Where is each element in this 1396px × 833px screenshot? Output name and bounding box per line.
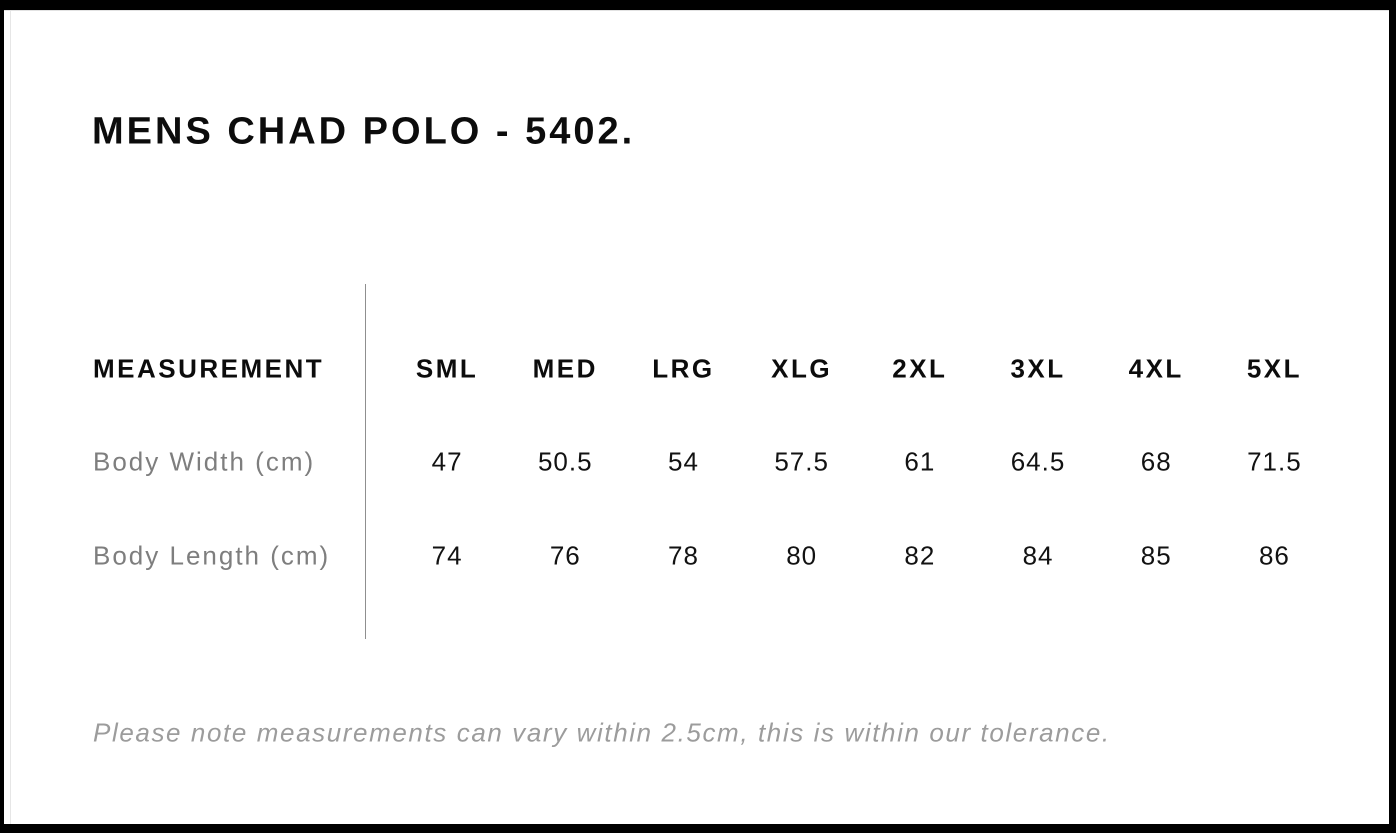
row-label: Body Width (cm) xyxy=(93,446,316,477)
table-header-row: MEASUREMENT SML MED LRG XLG 2XL 3XL 4XL … xyxy=(93,354,1339,385)
column-header-lrg: LRG xyxy=(652,353,715,384)
cell-value: 76 xyxy=(549,540,581,571)
cell-value: 85 xyxy=(1140,540,1172,571)
page-title: MENS CHAD POLO - 5402. xyxy=(92,110,636,153)
column-header-5xl: 5XL xyxy=(1246,353,1302,384)
cell-value: 82 xyxy=(904,540,936,571)
column-header-4xl: 4XL xyxy=(1128,353,1184,384)
column-header-med: MED xyxy=(532,353,598,384)
row-label: Body Length (cm) xyxy=(93,540,331,571)
cell-value: 47 xyxy=(431,446,463,477)
table-vertical-divider xyxy=(365,284,366,639)
cell-value: 78 xyxy=(668,540,699,571)
size-chart-table: MEASUREMENT SML MED LRG XLG 2XL 3XL 4XL … xyxy=(93,284,1339,639)
column-header-xlg: XLG xyxy=(771,353,833,384)
cell-value: 84 xyxy=(1022,540,1054,571)
column-header-2xl: 2XL xyxy=(892,353,948,384)
page-canvas: MENS CHAD POLO - 5402. MEASUREMENT SML M… xyxy=(4,10,1389,824)
column-header-measurement: MEASUREMENT xyxy=(93,353,325,384)
cell-value: 80 xyxy=(786,540,818,571)
cell-value: 57.5 xyxy=(774,446,829,477)
column-header-sml: SML xyxy=(415,353,479,384)
cell-value: 68 xyxy=(1140,446,1172,477)
tolerance-note: Please note measurements can vary within… xyxy=(93,717,1111,748)
table-row-body-length: Body Length (cm) 74 76 78 80 82 84 85 86 xyxy=(93,541,1339,572)
table-row-body-width: Body Width (cm) 47 50.5 54 57.5 61 64.5 … xyxy=(93,447,1339,478)
cell-value: 61 xyxy=(904,446,936,477)
cell-value: 86 xyxy=(1258,540,1290,571)
cell-value: 74 xyxy=(431,540,463,571)
cell-value: 64.5 xyxy=(1010,446,1066,477)
column-header-3xl: 3XL xyxy=(1010,353,1066,384)
cell-value: 71.5 xyxy=(1247,446,1302,477)
cell-value: 54 xyxy=(668,446,699,477)
cell-value: 50.5 xyxy=(537,446,593,477)
